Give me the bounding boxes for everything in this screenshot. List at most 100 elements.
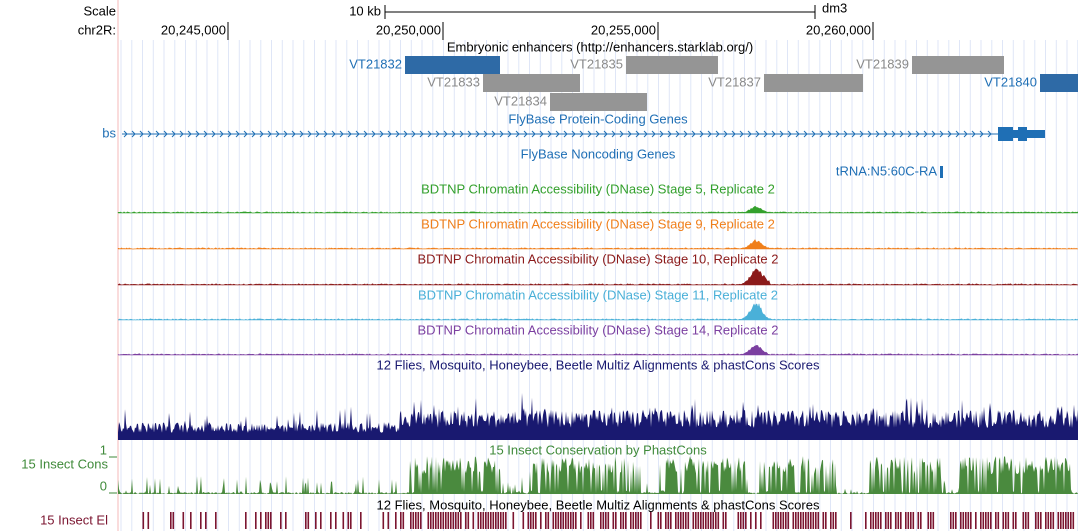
element: [962, 512, 965, 529]
gene-model: [122, 127, 1045, 141]
strand-arrow: [507, 130, 512, 138]
dnase-signal: [117, 303, 1078, 321]
element: [1062, 512, 1065, 529]
strand-arrow: [987, 130, 992, 138]
element: [890, 512, 892, 529]
element: [865, 512, 867, 529]
strand-arrow: [843, 130, 848, 138]
strand-arrow: [235, 130, 240, 138]
element: [335, 512, 337, 529]
element: [260, 512, 262, 529]
strand-arrow: [531, 130, 536, 138]
element: [567, 512, 570, 529]
strand-arrow: [979, 130, 984, 138]
strand-arrow: [371, 130, 376, 138]
element: [780, 512, 782, 529]
element: [545, 512, 547, 529]
element: [635, 512, 637, 529]
strand-arrow: [555, 130, 560, 138]
element: [622, 512, 625, 529]
strand-arrow: [379, 130, 384, 138]
element: [1027, 512, 1030, 529]
strand-arrow: [699, 130, 704, 138]
element: [432, 512, 435, 529]
element: [557, 512, 560, 529]
element: [897, 512, 900, 529]
element: [697, 512, 700, 529]
element: [1070, 512, 1072, 529]
element: [825, 512, 827, 529]
scale-label: Scale: [83, 3, 116, 18]
element: [900, 512, 902, 529]
utr: [1013, 130, 1045, 138]
strand-arrow: [835, 130, 840, 138]
element: [887, 512, 890, 529]
strand-arrow: [363, 130, 368, 138]
element: [492, 512, 495, 529]
element: [460, 512, 462, 529]
element: [445, 512, 447, 529]
strand-arrow: [971, 130, 976, 138]
element: [682, 512, 685, 529]
strand-arrow: [755, 130, 760, 138]
multiz-signal: [118, 393, 1078, 440]
element: [850, 512, 852, 529]
element: [1022, 512, 1025, 529]
element: [142, 512, 145, 529]
element: [787, 512, 790, 529]
element: [1015, 512, 1017, 529]
element: [807, 512, 810, 529]
strand-arrow: [267, 130, 272, 138]
element: [965, 512, 967, 529]
conservation-wiggle: [118, 456, 1078, 494]
element: [305, 512, 307, 529]
element: [182, 512, 185, 529]
scale-bar-label: 10 kb: [349, 3, 381, 18]
element: [562, 512, 565, 529]
element: [200, 512, 202, 529]
strand-arrow: [571, 130, 576, 138]
strand-arrow: [155, 130, 160, 138]
element: [245, 512, 247, 529]
strand-arrow: [427, 130, 432, 138]
element: [950, 512, 952, 529]
element: [905, 512, 907, 529]
element: [640, 512, 642, 529]
strand-arrow: [307, 130, 312, 138]
enhancer: [483, 74, 580, 92]
element: [960, 512, 962, 529]
strand-arrow: [355, 130, 360, 138]
strand-arrow: [715, 130, 720, 138]
strand-arrow: [947, 130, 952, 138]
element: [782, 512, 785, 529]
element: [775, 512, 777, 529]
strand-arrow: [475, 130, 480, 138]
element: [532, 512, 535, 529]
strand-arrow: [467, 130, 472, 138]
element: [350, 512, 352, 529]
element: [995, 512, 997, 529]
strand-arrow: [403, 130, 408, 138]
enhancer: [405, 56, 500, 74]
enhancer-label: VT21839: [856, 56, 909, 71]
element: [347, 512, 350, 529]
strand-arrow: [963, 130, 968, 138]
strand-arrow: [259, 130, 264, 138]
strand-arrow: [451, 130, 456, 138]
strand-arrow: [195, 130, 200, 138]
strand-arrow: [219, 130, 224, 138]
element: [660, 512, 662, 529]
element: [280, 512, 282, 529]
strand-arrow: [787, 130, 792, 138]
track-title: BDTNP Chromatin Accessibility (DNase) St…: [417, 251, 778, 266]
element: [812, 512, 815, 529]
enhancer-track: VT21832 VT21833 VT21834 VT21835 VT21837 VT218…: [349, 56, 1078, 111]
element: [1047, 512, 1050, 529]
enhancer-label: VT21834: [494, 93, 547, 108]
element: [717, 512, 720, 529]
strand-arrow: [691, 130, 696, 138]
strand-arrow: [851, 130, 856, 138]
element: [307, 512, 310, 529]
track-title: FlyBase Protein-Coding Genes: [508, 111, 688, 126]
strand-arrow: [795, 130, 800, 138]
